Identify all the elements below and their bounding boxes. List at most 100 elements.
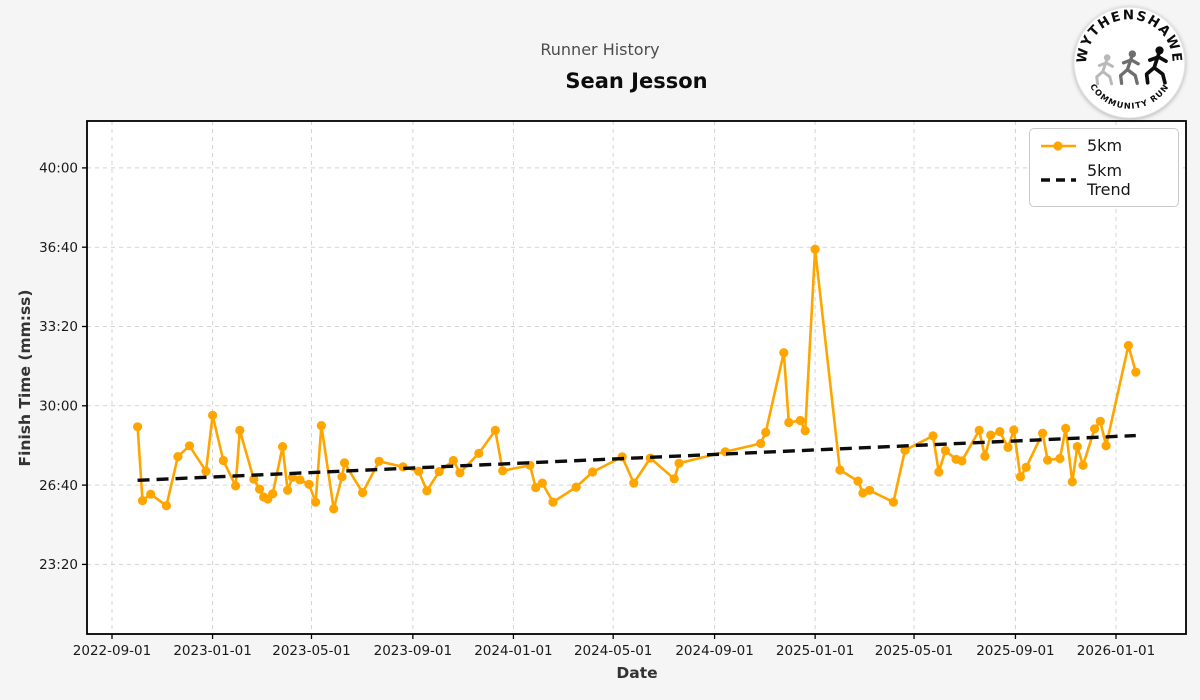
data-point bbox=[588, 467, 598, 477]
data-point bbox=[1009, 425, 1019, 435]
data-point bbox=[888, 497, 899, 507]
y-tick-label: 30:00 bbox=[39, 399, 78, 415]
x-tick-label: 2023-09-01 bbox=[374, 643, 452, 659]
data-point bbox=[1043, 455, 1053, 465]
legend-label: 5km bbox=[1087, 136, 1123, 155]
x-tick-label: 2025-01-01 bbox=[776, 643, 854, 659]
data-point bbox=[835, 465, 845, 475]
data-point bbox=[800, 426, 810, 436]
data-point bbox=[295, 475, 305, 485]
data-point bbox=[1123, 340, 1133, 351]
plot-border bbox=[86, 120, 1187, 635]
data-point bbox=[928, 431, 938, 441]
data-point bbox=[329, 504, 339, 514]
data-point bbox=[173, 452, 183, 462]
data-point bbox=[422, 486, 432, 496]
legend-item-5km-trend: 5km Trend bbox=[1040, 161, 1168, 199]
runner-icon bbox=[1118, 50, 1140, 85]
data-point bbox=[669, 474, 679, 484]
y-axis-label: Finish Time (mm:ss) bbox=[16, 289, 34, 467]
data-point bbox=[231, 481, 241, 491]
data-point bbox=[137, 496, 148, 506]
data-point bbox=[784, 417, 794, 428]
x-axis-label: Date bbox=[616, 664, 658, 682]
data-point bbox=[218, 455, 228, 466]
data-point bbox=[629, 478, 639, 488]
y-tick-label: 26:40 bbox=[39, 478, 78, 494]
data-point bbox=[1131, 367, 1141, 377]
chart-subtitle: Runner History bbox=[540, 40, 660, 59]
data-point bbox=[434, 467, 444, 477]
data-point bbox=[756, 438, 766, 449]
data-point bbox=[940, 446, 951, 456]
data-point bbox=[1003, 442, 1013, 452]
data-point bbox=[278, 442, 288, 452]
data-point bbox=[810, 244, 820, 254]
data-point bbox=[474, 448, 484, 458]
data-point bbox=[283, 485, 293, 495]
data-point bbox=[146, 489, 156, 499]
club-logo: WYTHENSHAWE COMMUNITY RUN bbox=[1073, 6, 1186, 119]
data-point bbox=[316, 421, 326, 431]
data-point bbox=[184, 441, 195, 451]
data-point bbox=[853, 476, 863, 486]
data-point bbox=[255, 484, 265, 494]
x-tick-label: 2024-05-01 bbox=[574, 643, 652, 659]
data-point bbox=[235, 425, 245, 435]
data-point bbox=[1078, 460, 1088, 470]
x-tick-label: 2023-05-01 bbox=[272, 643, 350, 659]
data-point bbox=[986, 430, 996, 440]
data-point bbox=[268, 489, 278, 499]
data-point bbox=[957, 456, 967, 466]
y-tick-label: 33:20 bbox=[39, 319, 78, 335]
data-point bbox=[337, 472, 347, 482]
runner-icon bbox=[1144, 46, 1168, 85]
data-point bbox=[980, 451, 990, 461]
x-tick-label: 2024-09-01 bbox=[675, 643, 753, 659]
data-point bbox=[864, 485, 875, 495]
data-point bbox=[531, 482, 541, 493]
data-point bbox=[1072, 442, 1082, 452]
data-point bbox=[1095, 416, 1105, 426]
line-marker-icon bbox=[1041, 140, 1076, 151]
data-point bbox=[304, 479, 314, 489]
legend-label: 5km Trend bbox=[1087, 161, 1131, 199]
data-point bbox=[1055, 453, 1065, 464]
dashed-line-icon bbox=[1041, 178, 1076, 182]
data-point bbox=[995, 427, 1005, 437]
trend-line bbox=[137, 433, 1136, 483]
y-tick-label: 40:00 bbox=[39, 161, 78, 177]
data-point bbox=[249, 474, 259, 484]
data-point bbox=[674, 458, 684, 468]
x-tick-label: 2022-09-01 bbox=[73, 643, 151, 659]
x-tick-label: 2024-01-01 bbox=[474, 643, 552, 659]
data-point bbox=[761, 427, 771, 437]
y-tick-label: 36:40 bbox=[39, 240, 78, 256]
page-title: Sean Jesson bbox=[565, 69, 708, 93]
legend-item-5km: 5km bbox=[1040, 136, 1168, 155]
data-point bbox=[974, 425, 984, 435]
data-point bbox=[934, 467, 944, 477]
data-point bbox=[1015, 472, 1025, 482]
plot-area bbox=[87, 121, 1186, 634]
data-point bbox=[795, 415, 805, 426]
data-point bbox=[414, 466, 424, 476]
x-tick-label: 2026-01-01 bbox=[1077, 643, 1155, 659]
data-point bbox=[374, 456, 384, 466]
data-point bbox=[498, 466, 508, 476]
data-point bbox=[1038, 428, 1048, 438]
data-point bbox=[490, 425, 500, 435]
data-point bbox=[201, 466, 211, 476]
data-point bbox=[133, 422, 143, 432]
data-point bbox=[339, 458, 350, 468]
x-tick-label: 2025-09-01 bbox=[976, 643, 1054, 659]
data-point bbox=[1021, 462, 1031, 472]
data-point bbox=[1101, 441, 1111, 451]
data-point bbox=[900, 445, 910, 455]
data-point bbox=[1061, 423, 1071, 433]
data-point bbox=[548, 497, 558, 507]
data-point bbox=[455, 468, 465, 478]
y-tick-label: 23:20 bbox=[39, 557, 78, 573]
data-point bbox=[571, 482, 581, 492]
